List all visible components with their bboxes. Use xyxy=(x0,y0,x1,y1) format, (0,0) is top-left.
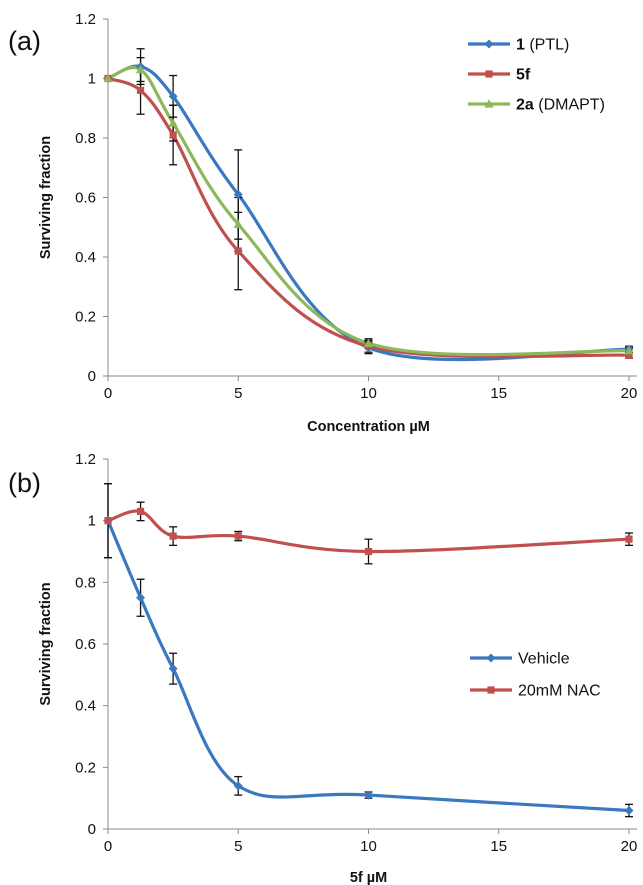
data-point xyxy=(136,86,145,94)
legend-label-bold: 1 xyxy=(516,37,525,54)
x-tick-label: 10 xyxy=(360,385,377,402)
y-tick-label: 0.6 xyxy=(75,636,96,653)
legend-marker xyxy=(484,39,494,49)
y-tick-label: 0.2 xyxy=(75,759,96,776)
legend-marker xyxy=(485,70,493,78)
data-point xyxy=(234,247,242,255)
data-point xyxy=(364,547,373,556)
legend-label-bold: 5f xyxy=(516,67,531,84)
legend-marker xyxy=(484,99,494,108)
panel-label: (a) xyxy=(8,26,41,56)
x-tick-label: 20 xyxy=(621,838,638,855)
data-point xyxy=(625,535,633,543)
data-point xyxy=(168,91,178,101)
y-tick-label: 0 xyxy=(88,368,96,385)
x-tick-label: 0 xyxy=(104,838,112,855)
data-point xyxy=(234,532,242,540)
legend-label-text: (PTL) xyxy=(525,37,569,54)
series-line xyxy=(106,76,631,359)
data-point xyxy=(169,131,177,139)
x-tick-label: 10 xyxy=(360,838,377,855)
data-point xyxy=(104,517,112,525)
y-axis-title: Surviving fraction xyxy=(38,136,54,259)
x-tick-label: 5 xyxy=(234,838,242,855)
data-point xyxy=(233,219,243,228)
y-tick-label: 0.4 xyxy=(75,249,96,266)
legend-label: 5f xyxy=(516,67,531,84)
data-point xyxy=(364,790,373,800)
x-axis-title: 5f µM xyxy=(350,870,387,885)
y-tick-label: 0.4 xyxy=(75,698,96,715)
y-axis-title: Surviving fraction xyxy=(38,582,54,705)
data-point xyxy=(363,338,374,347)
y-tick-label: 1.2 xyxy=(75,11,96,28)
data-point xyxy=(233,190,243,200)
data-point xyxy=(625,351,633,359)
legend-item: 2a (DMAPT) xyxy=(468,97,605,114)
legend-item: 20mM NAC xyxy=(470,683,601,700)
legend-label: 2a (DMAPT) xyxy=(516,97,605,114)
x-tick-label: 0 xyxy=(104,385,112,402)
y-tick-label: 0 xyxy=(88,821,96,838)
data-point xyxy=(168,664,178,674)
x-axis-title: Concentration µM xyxy=(307,419,430,435)
legend-label-text: (DMAPT) xyxy=(534,97,605,114)
data-point xyxy=(103,73,113,83)
legend-label: Vehicle xyxy=(518,651,570,668)
legend-label-bold: 2a xyxy=(516,97,534,114)
x-tick-label: 20 xyxy=(621,385,638,402)
legend-item: 5f xyxy=(468,67,531,84)
data-point xyxy=(624,806,634,815)
panel-label: (b) xyxy=(8,468,41,498)
y-tick-label: 0.6 xyxy=(75,190,96,207)
legend-label: 20mM NAC xyxy=(518,683,601,700)
y-tick-label: 0.8 xyxy=(75,130,96,147)
legend-item: Vehicle xyxy=(470,651,570,668)
chart-panel-a: (a) 0 0.2 0.4 0.6 0.8 1 1.2 0 5 10 15 20 Concentratio… xyxy=(8,11,638,435)
x-tick-label: 15 xyxy=(490,838,507,855)
legend-marker xyxy=(486,653,496,663)
legend-marker xyxy=(487,686,495,694)
x-tick-label: 15 xyxy=(490,385,507,402)
legend-label-text: 20mM NAC xyxy=(518,683,601,700)
x-tick-label: 5 xyxy=(234,385,242,402)
legend-item: 1 (PTL) xyxy=(468,37,569,54)
legend-label-text: Vehicle xyxy=(518,651,570,668)
data-point xyxy=(168,118,178,127)
y-tick-label: 1 xyxy=(88,513,96,530)
y-tick-label: 0.8 xyxy=(75,574,96,591)
y-tick-label: 0.2 xyxy=(75,309,96,326)
data-point xyxy=(233,781,243,791)
y-tick-label: 1 xyxy=(88,71,96,88)
data-point xyxy=(136,593,146,603)
legend-label: 1 (PTL) xyxy=(516,37,569,54)
data-point xyxy=(169,532,177,540)
y-tick-label: 1.2 xyxy=(75,451,96,468)
data-point xyxy=(136,507,145,516)
data-point xyxy=(624,346,634,355)
chart-panel-b: (b) 0 0.2 0.4 0.6 0.8 1 1.2 0 5 10 15 20 5f µM Survivi… xyxy=(8,451,638,885)
data-point xyxy=(135,64,146,74)
